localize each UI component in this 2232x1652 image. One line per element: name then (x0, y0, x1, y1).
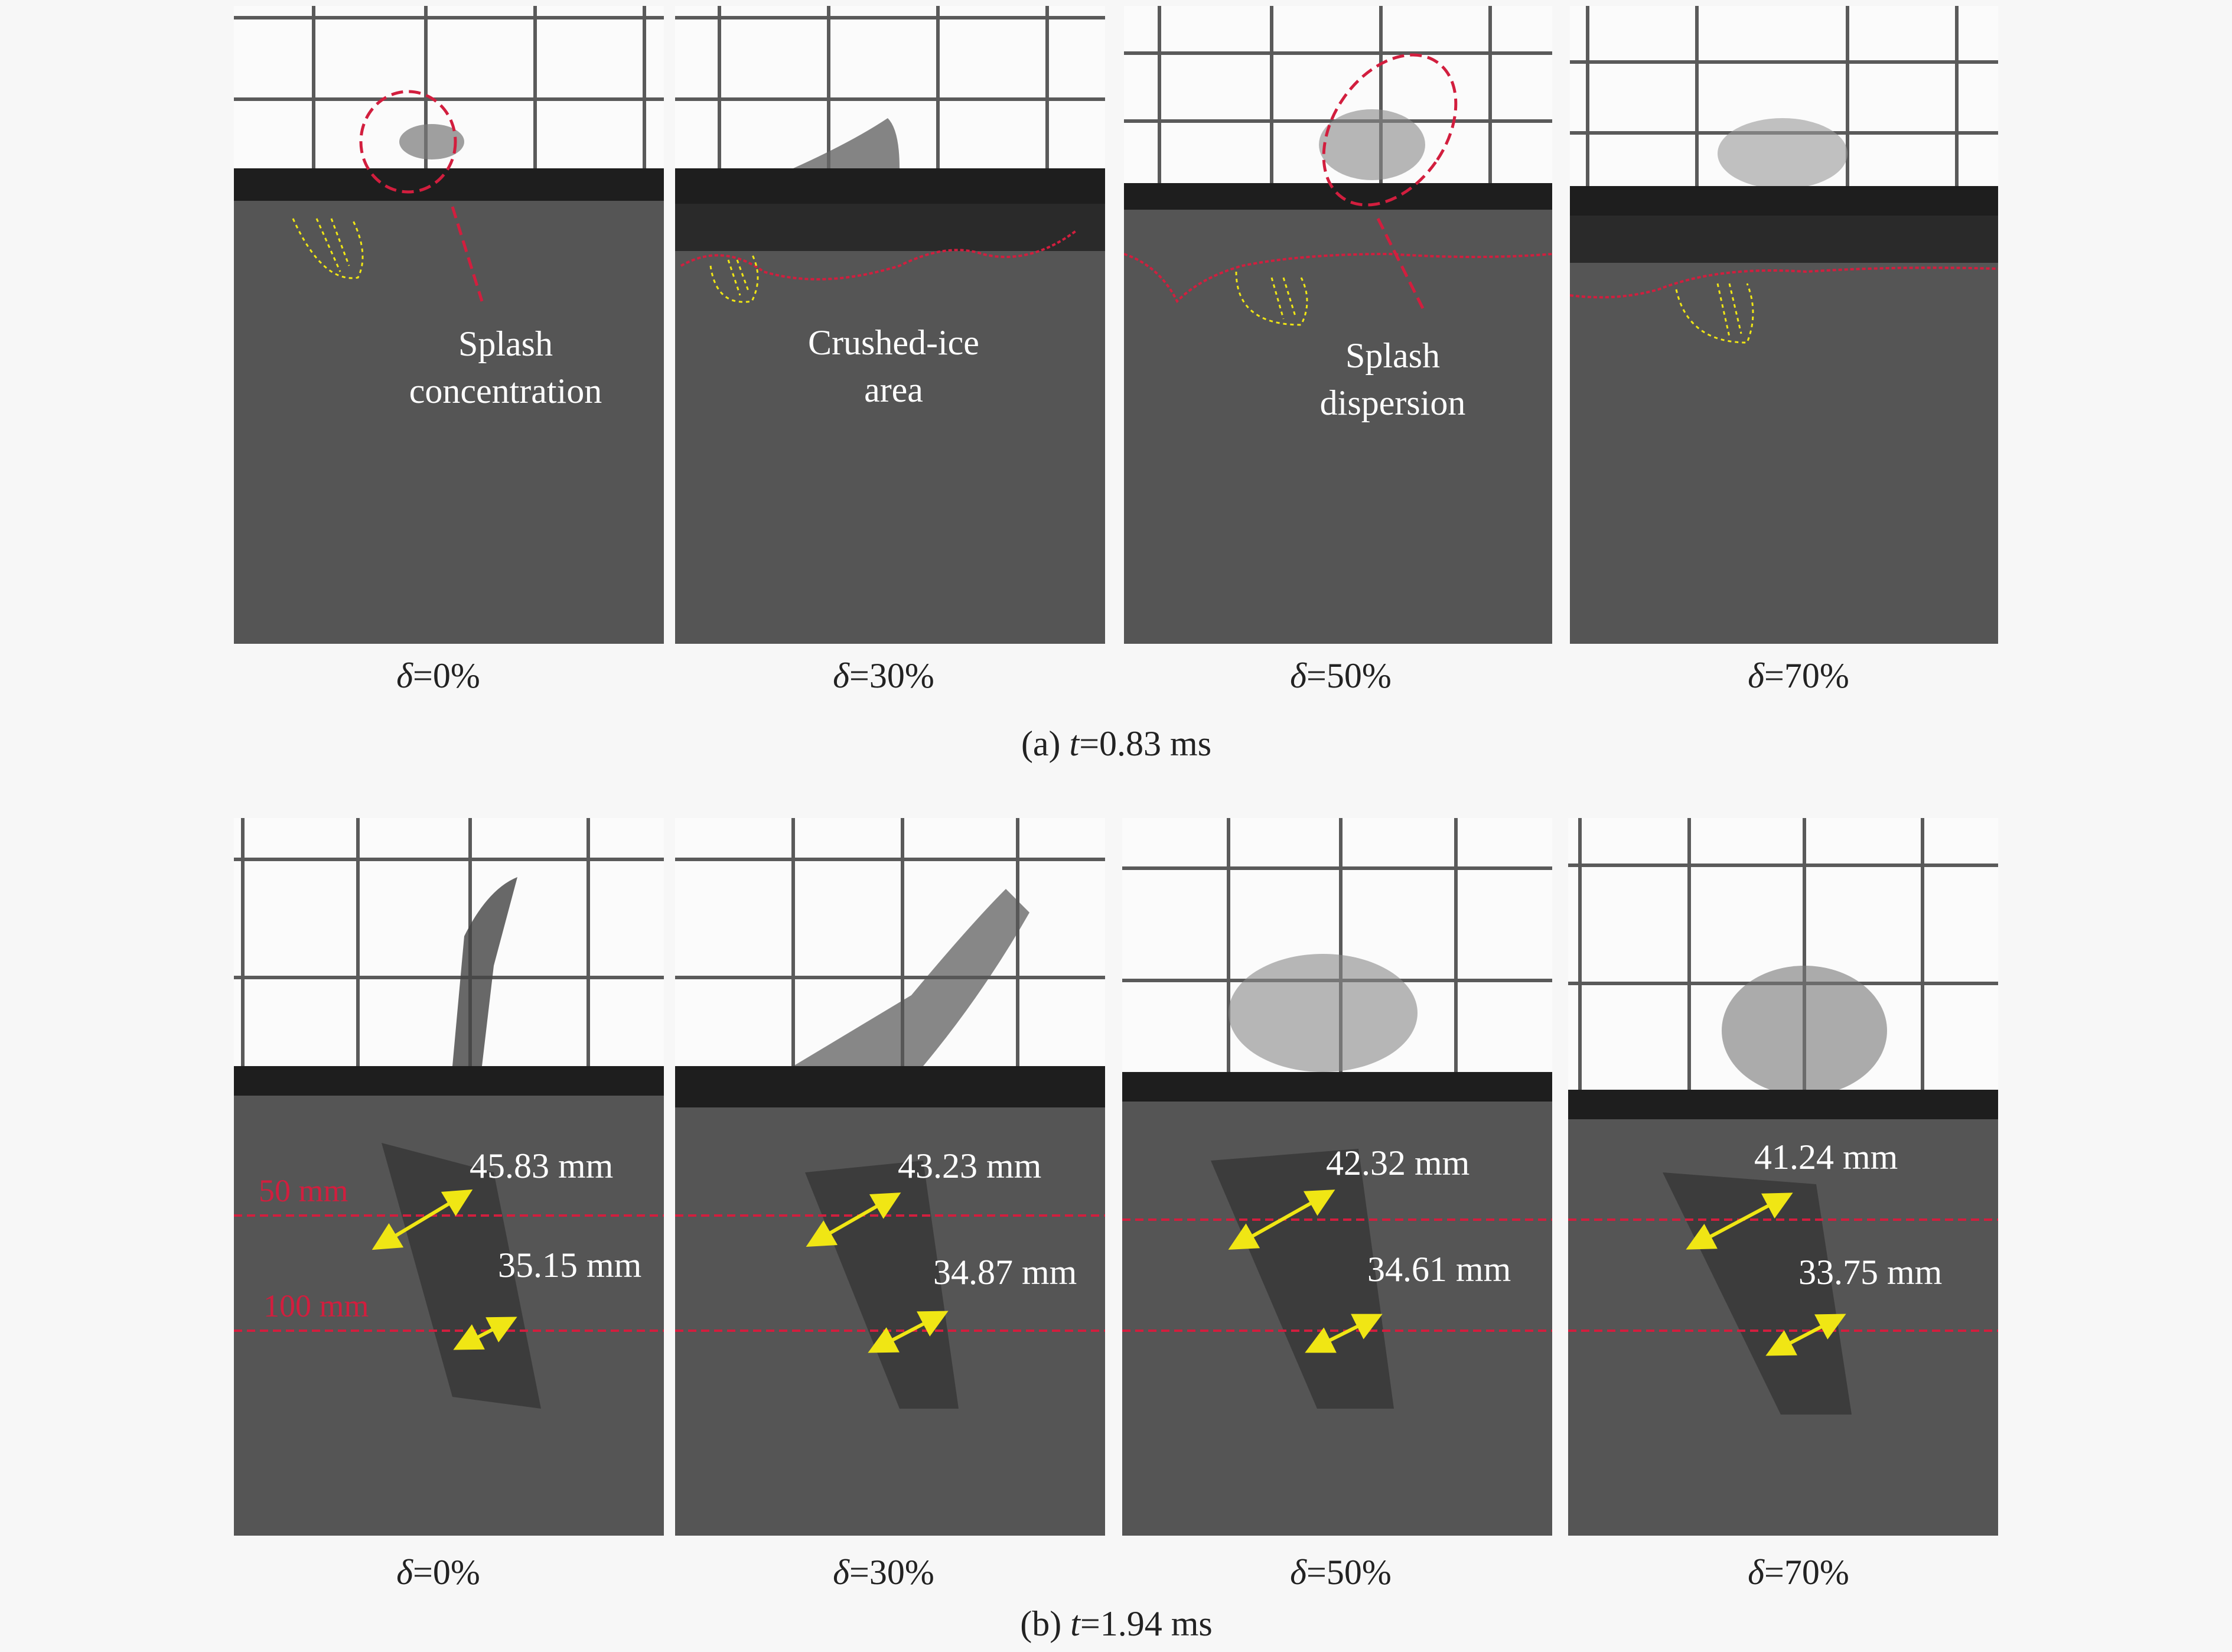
panel-image (1124, 6, 1552, 644)
measure-b2-lower: 34.87 mm (933, 1253, 1077, 1292)
measure-b1-upper: 45.83 mm (470, 1146, 614, 1185)
annotation-line-1: Splash (458, 324, 553, 363)
panel-b-delta-50 (1122, 818, 1552, 1536)
measure-b3-upper: 42.32 mm (1326, 1143, 1470, 1182)
splash-concentration-label: Splash concentration (364, 320, 647, 415)
panel-a-delta-70 (1570, 6, 1998, 644)
measure-b4-upper: 41.24 mm (1754, 1138, 1898, 1177)
measure-b2-upper: 43.23 mm (898, 1146, 1042, 1185)
depth-label-100mm: 100 mm (263, 1288, 369, 1324)
measure-b4-lower: 33.75 mm (1798, 1253, 1943, 1292)
label-b-delta-30: δ=30% (833, 1553, 934, 1592)
panel-a-delta-50: Splash dispersion (1124, 6, 1552, 644)
caption-a: (a) t=0.83 ms (1021, 724, 1212, 763)
annotation-line-1: Crushed-ice (808, 323, 979, 362)
crushed-ice-area-label: Crushed-ice area (752, 319, 1035, 413)
label-a-delta-30: δ=30% (833, 656, 934, 695)
panel-image (675, 6, 1105, 644)
label-b-delta-70: δ=70% (1748, 1553, 1849, 1592)
caption-b: (b) t=1.94 ms (1020, 1604, 1213, 1643)
label-a-delta-0: δ=0% (396, 656, 480, 695)
measure-b3-lower: 34.61 mm (1367, 1250, 1511, 1289)
panel-a-delta-0: Splash concentration (234, 6, 664, 644)
label-a-delta-50: δ=50% (1290, 656, 1392, 695)
panel-image (1568, 818, 1998, 1536)
panel-image (1122, 818, 1552, 1536)
label-b-delta-0: δ=0% (396, 1553, 480, 1592)
label-b-delta-50: δ=50% (1290, 1553, 1392, 1592)
annotation-line-1: Splash (1345, 336, 1441, 375)
panel-image (234, 6, 664, 644)
annotation-line-2: concentration (409, 372, 602, 410)
panel-image (1570, 6, 1998, 644)
annotation-line-2: area (864, 370, 923, 409)
splash-dispersion-label: Splash dispersion (1260, 332, 1526, 426)
depth-label-50mm: 50 mm (259, 1173, 348, 1208)
panel-a-delta-30: Crushed-ice area (675, 6, 1105, 644)
label-a-delta-70: δ=70% (1748, 656, 1849, 695)
panel-b-delta-70 (1568, 818, 1998, 1536)
panel-b-delta-30 (675, 818, 1105, 1536)
annotation-line-2: dispersion (1319, 383, 1466, 422)
measure-b1-lower: 35.15 mm (498, 1246, 642, 1285)
